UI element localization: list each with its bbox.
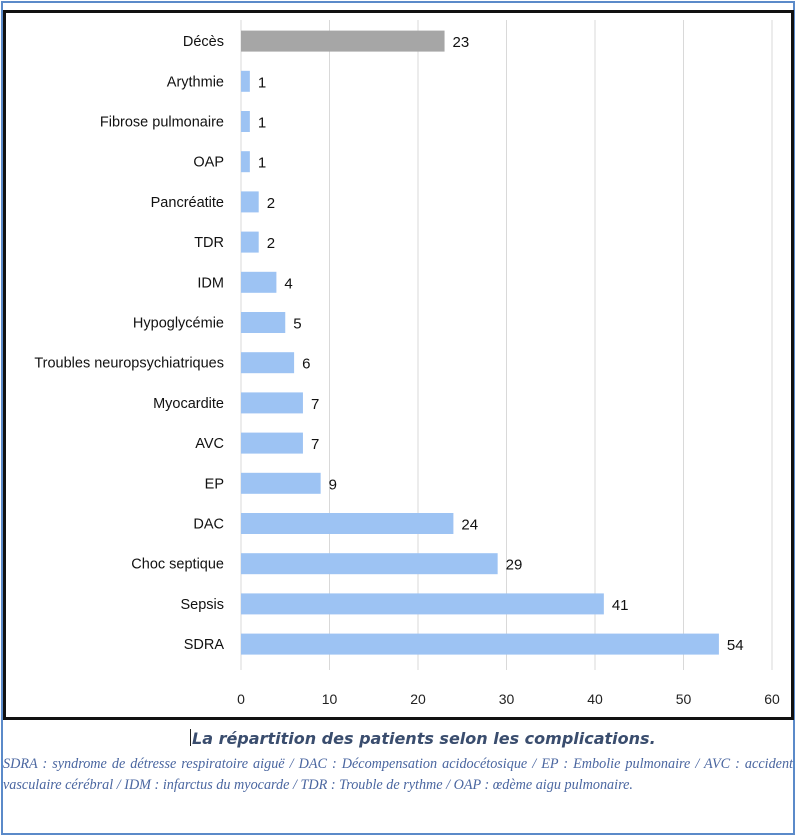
data-label: 9 [329, 476, 337, 493]
category-label: Hypoglycémie [133, 316, 224, 332]
x-tick-label: 20 [410, 691, 426, 707]
category-label: Fibrose pulmonaire [100, 115, 224, 131]
x-tick-label: 0 [237, 691, 245, 707]
bar [241, 633, 719, 655]
data-label: 7 [311, 396, 319, 413]
category-label: Choc septique [131, 557, 224, 573]
bar [241, 392, 303, 414]
data-label: 4 [284, 275, 292, 292]
abbreviation-legend: SDRA : syndrome de détresse respiratoire… [3, 756, 793, 793]
text-cursor [190, 729, 191, 746]
bar [241, 151, 250, 173]
category-label: Arythmie [167, 74, 224, 90]
bar [241, 472, 321, 494]
data-label: 23 [453, 34, 470, 51]
data-label: 24 [461, 517, 478, 534]
bar [241, 271, 277, 293]
data-label: 5 [293, 316, 301, 333]
category-label: Myocardite [153, 396, 224, 412]
x-tick-label: 30 [499, 691, 515, 707]
x-tick-label: 50 [676, 691, 692, 707]
category-label: IDM [197, 275, 224, 291]
category-label: SDRA [184, 637, 225, 653]
bar-layer [241, 30, 719, 655]
bar [241, 312, 286, 333]
bar [241, 352, 295, 374]
data-label: 54 [727, 637, 744, 654]
x-tick-label: 10 [322, 691, 338, 707]
category-label: TDR [194, 235, 224, 251]
bar [241, 30, 445, 52]
category-label: Sepsis [180, 597, 224, 613]
category-label: Décès [183, 34, 224, 50]
category-label: AVC [195, 436, 224, 452]
bar [241, 111, 250, 132]
category-label: DAC [193, 517, 224, 533]
data-label: 1 [258, 155, 266, 172]
bar [241, 191, 259, 213]
caption-text: La répartition des patients selon les co… [192, 729, 656, 748]
category-label: OAP [193, 155, 224, 171]
figure-caption: La répartition des patients selon les co… [190, 729, 790, 748]
data-label: 41 [612, 597, 629, 614]
category-label: Troubles neuropsychiatriques [34, 356, 224, 372]
data-label: 6 [302, 356, 310, 373]
bar [241, 513, 454, 534]
data-label: 1 [258, 115, 266, 132]
bar [241, 432, 303, 454]
data-label: 29 [506, 557, 523, 574]
category-label: EP [205, 476, 224, 492]
label-layer: 0 10 20 30 40 50 60 Décès 23 Arythmie 1 Fibrose pul… [34, 34, 780, 707]
complications-bar-chart: 0 10 20 30 40 50 60 Décès 23 Arythmie 1 Fibrose pul… [34, 20, 780, 707]
data-label: 7 [311, 436, 319, 453]
x-tick-label: 60 [764, 691, 780, 707]
bar [241, 70, 250, 92]
bar [241, 593, 604, 615]
bar [241, 553, 498, 575]
data-label: 2 [267, 235, 275, 252]
data-label: 2 [267, 195, 275, 212]
category-label: Pancréatite [151, 195, 224, 211]
x-tick-label: 40 [587, 691, 603, 707]
bar [241, 231, 259, 253]
data-label: 1 [258, 74, 266, 91]
grid-layer [240, 20, 773, 670]
